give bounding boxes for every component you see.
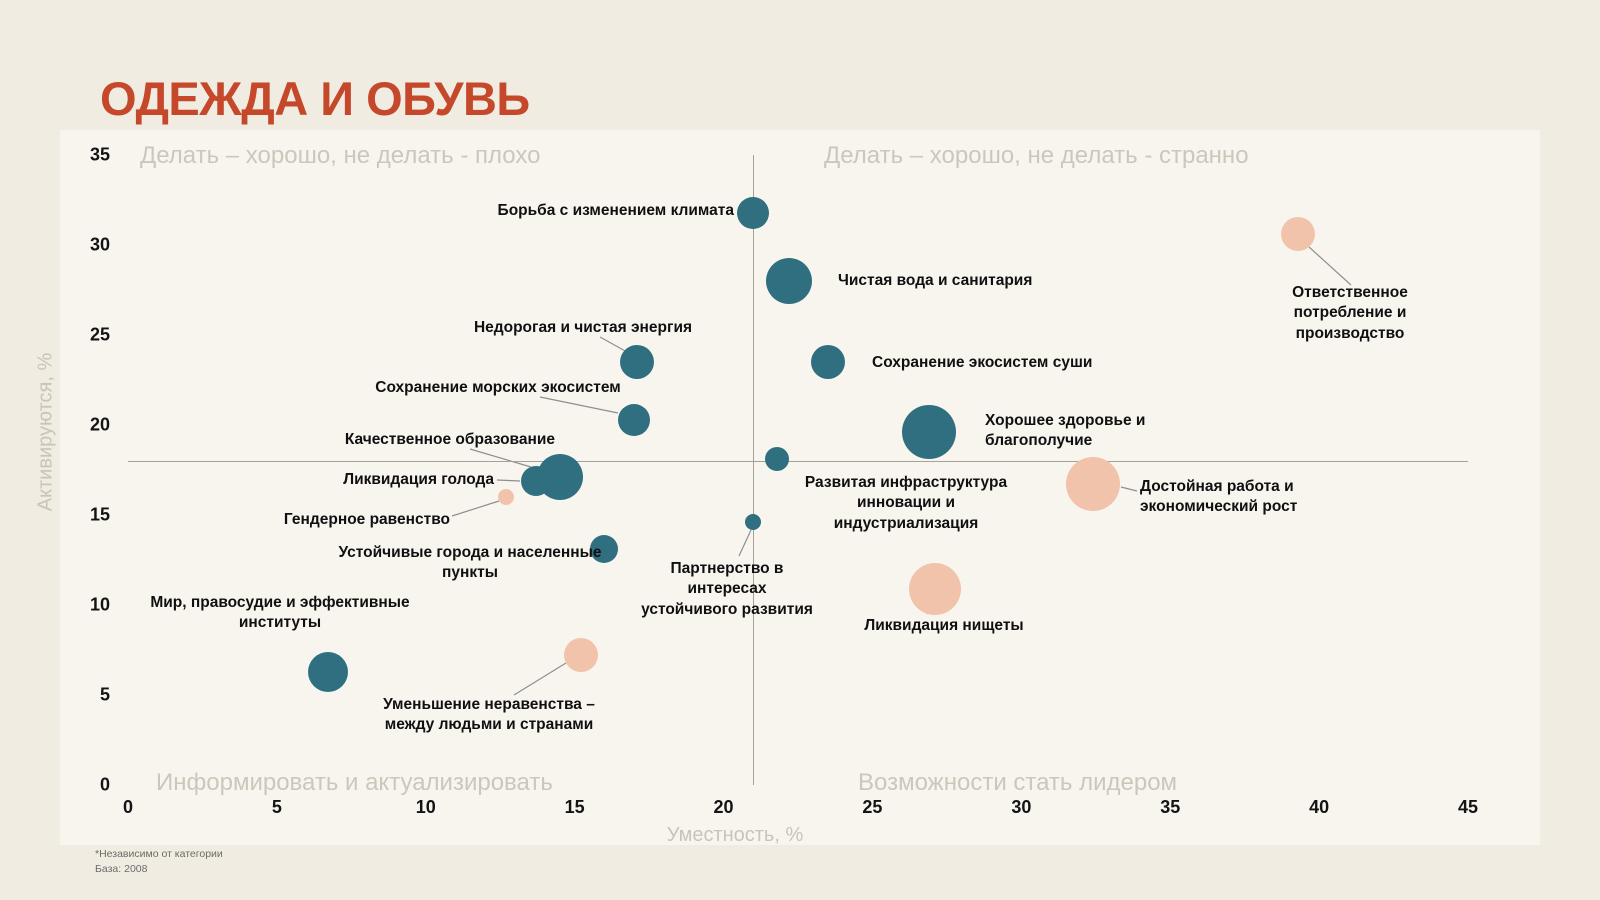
label-climate-action: Борьба с изменением климата	[497, 202, 734, 219]
label-gender-equality: Гендерное равенство	[283, 511, 450, 528]
bubble-infrastructure-innovation	[765, 447, 790, 472]
x-axis-tick-45: 45	[1457, 797, 1479, 817]
bubble-clean-water	[766, 258, 813, 304]
y-axis-tick-10: 10	[89, 594, 110, 615]
x-axis-tick-5: 5	[271, 797, 282, 817]
bubble-zero-hunger	[520, 465, 551, 496]
label-affordable-clean-energy: Недорогая и чистая энергия	[473, 319, 693, 336]
x-axis-tick-0: 0	[122, 797, 134, 817]
label-quality-education: Качественное образование	[344, 431, 555, 448]
footnote-line-1: *Независимо от категории	[95, 848, 223, 860]
label-zero-hunger: Ликвидация голода	[343, 471, 494, 488]
bubble-responsible-consumption	[1281, 217, 1316, 252]
quadrant-divider-horizontal	[128, 461, 1468, 462]
bubble-climate-action	[737, 196, 770, 229]
x-axis-tick-20: 20	[713, 797, 734, 817]
quadrant-divider-vertical	[753, 155, 755, 785]
footnote: *Независимо от категории База: 2008	[95, 847, 223, 876]
bubble-sustainable-cities	[590, 535, 619, 564]
x-axis-title: Уместность, %	[666, 824, 804, 846]
y-axis-tick-35: 35	[89, 144, 110, 165]
bubble-no-poverty	[908, 562, 961, 615]
label-reduced-inequality: Уменьшение неравенства – между людьми и …	[383, 696, 595, 734]
bubble-peace-justice	[307, 651, 348, 692]
leader-line-reduced-inequality	[513, 662, 567, 696]
x-axis-tick-25: 25	[862, 797, 883, 817]
label-good-health: Хорошее здоровье и благополучие	[985, 412, 1146, 450]
bubble-good-health	[902, 405, 957, 460]
bubble-gender-equality	[498, 489, 515, 505]
bubble-land-ecosystems	[810, 345, 845, 379]
label-marine-ecosystems: Сохранение морских экосистем	[375, 379, 621, 396]
leader-line-zero-hunger	[496, 479, 521, 482]
leader-line-quality-education	[469, 448, 532, 468]
footnote-line-2: База: 2008	[95, 862, 148, 875]
label-peace-justice: Мир, правосудие и эффективные институты	[150, 594, 410, 632]
quadrant-label-bottom-left: Информировать и актуализировать	[156, 769, 553, 796]
leader-line-marine-ecosystems	[539, 396, 619, 414]
y-axis-tick-30: 30	[89, 234, 110, 255]
bubble-marine-ecosystems	[618, 403, 651, 436]
bubble-partnership	[745, 514, 762, 531]
leader-line-responsible-consumption	[1308, 246, 1352, 286]
label-sustainable-cities: Устойчивые города и населенные пункты	[338, 544, 602, 582]
label-land-ecosystems: Сохранение экосистем суши	[872, 354, 1093, 371]
y-axis-tick-5: 5	[99, 684, 110, 705]
leader-line-gender-equality	[451, 500, 500, 517]
leader-line-partnership	[738, 529, 752, 557]
x-axis-tick-40: 40	[1309, 797, 1330, 817]
x-axis-tick-10: 10	[415, 797, 436, 817]
y-axis-tick-25: 25	[89, 324, 110, 345]
quadrant-label-top-left: Делать – хорошо, не делать - плохо	[140, 142, 541, 169]
x-axis-tick-30: 30	[1011, 797, 1032, 817]
label-partnership: Партнерство в интересах устойчивого разв…	[641, 560, 813, 618]
y-axis-tick-0: 0	[99, 774, 110, 795]
bubble-decent-work	[1065, 457, 1120, 512]
quadrant-label-top-right: Делать – хорошо, не делать - странно	[824, 142, 1249, 169]
x-axis-tick-15: 15	[564, 797, 585, 817]
y-axis-tick-20: 20	[89, 414, 110, 435]
leader-line-decent-work	[1120, 486, 1138, 492]
label-clean-water: Чистая вода и санитария	[838, 272, 1033, 289]
label-infrastructure-innovation: Развитая инфраструктура инновации и инду…	[804, 474, 1008, 532]
bubble-reduced-inequality	[563, 638, 598, 673]
label-responsible-consumption: Ответственное потребление и производство	[1292, 284, 1408, 342]
page-title: ОДЕЖДА И ОБУВЬ	[100, 72, 530, 126]
y-axis-tick-15: 15	[89, 504, 110, 525]
x-axis-tick-35: 35	[1160, 797, 1181, 817]
quadrant-label-bottom-right: Возможности стать лидером	[858, 769, 1178, 796]
bubble-affordable-clean-energy	[620, 345, 655, 379]
label-no-poverty: Ликвидация нищеты	[864, 617, 1024, 634]
label-decent-work: Достойная работа и экономический рост	[1140, 478, 1298, 516]
leader-line-affordable-clean-energy	[599, 336, 628, 353]
